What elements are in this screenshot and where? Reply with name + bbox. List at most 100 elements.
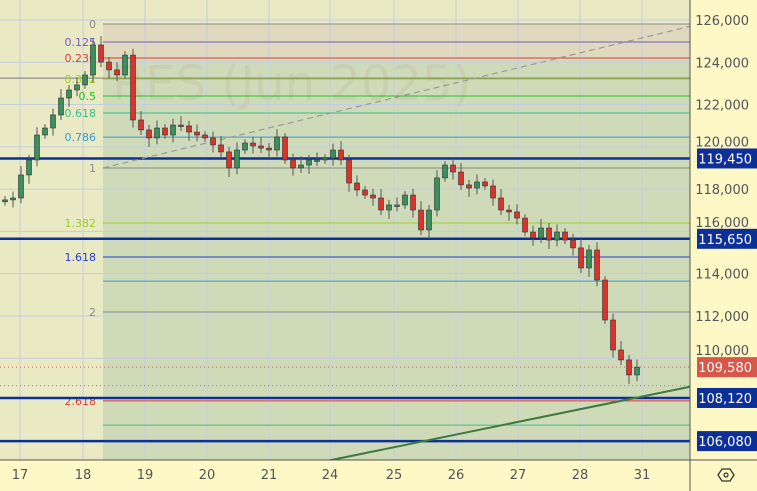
candle-down bbox=[578, 247, 584, 269]
level-price-label: 115,650 bbox=[698, 233, 752, 248]
candle-down bbox=[458, 171, 464, 186]
level-price-badge bbox=[697, 431, 757, 452]
candle-up bbox=[634, 366, 640, 376]
candle-up bbox=[474, 181, 480, 189]
candle-down bbox=[218, 144, 224, 153]
candle-up bbox=[122, 54, 128, 76]
fib-level-label: 1 bbox=[89, 162, 96, 175]
candle-down bbox=[106, 61, 112, 71]
candle-up bbox=[322, 157, 328, 161]
candle-down bbox=[178, 124, 184, 127]
candle-down bbox=[546, 227, 552, 241]
fib-zone bbox=[103, 57, 690, 460]
candle-down bbox=[258, 145, 264, 149]
fib-level-label: 0.618 bbox=[65, 107, 97, 120]
y-tick-label: 116,000 bbox=[695, 216, 749, 231]
candle-down bbox=[130, 54, 136, 121]
candle-down bbox=[570, 239, 576, 249]
fib-level-label: 2 bbox=[89, 306, 96, 319]
gear-icon-center bbox=[723, 472, 729, 478]
level-price-badge bbox=[697, 387, 757, 408]
candle-down bbox=[594, 249, 600, 281]
y-tick-label: 114,000 bbox=[695, 268, 749, 283]
last-price-badge bbox=[697, 357, 757, 378]
candle-up bbox=[442, 164, 448, 179]
candle-up bbox=[90, 44, 96, 76]
candle-down bbox=[186, 125, 192, 133]
candle-up bbox=[26, 159, 32, 176]
y-tick-label: 112,000 bbox=[695, 310, 749, 325]
candle-up bbox=[234, 149, 240, 169]
y-tick-label: 120,000 bbox=[695, 135, 749, 150]
candle-up bbox=[10, 197, 16, 201]
candle-up bbox=[298, 164, 304, 169]
fib-zone-top bbox=[103, 24, 690, 58]
gear-icon[interactable] bbox=[717, 468, 735, 482]
candle-down bbox=[514, 211, 520, 219]
x-tick-label: 21 bbox=[261, 468, 278, 483]
fib-level-label: 0 bbox=[89, 18, 96, 31]
y-tick-label: 126,000 bbox=[695, 14, 749, 29]
candle-up bbox=[426, 209, 432, 231]
candle-down bbox=[498, 197, 504, 211]
candle-down bbox=[450, 164, 456, 173]
fib-level-label: 0.5 bbox=[79, 90, 97, 103]
candle-down bbox=[618, 349, 624, 361]
candle-down bbox=[250, 142, 256, 147]
watermark: RES (Jun 2025) bbox=[112, 56, 471, 112]
x-tick-label: 19 bbox=[137, 468, 154, 483]
candle-down bbox=[98, 44, 104, 63]
candle-up bbox=[386, 204, 392, 211]
candle-up bbox=[42, 127, 48, 136]
candle-up bbox=[586, 249, 592, 269]
candle-up bbox=[58, 97, 64, 116]
time-axis bbox=[0, 460, 690, 491]
candle-up bbox=[394, 204, 400, 207]
x-tick-label: 18 bbox=[75, 468, 92, 483]
candle-down bbox=[562, 231, 568, 241]
x-tick-label: 28 bbox=[572, 468, 589, 483]
candle-up bbox=[18, 174, 24, 199]
fib-level-label: 0.236 bbox=[65, 52, 97, 65]
candle-down bbox=[354, 182, 360, 191]
candle-up bbox=[402, 194, 408, 206]
y-tick-label: 124,000 bbox=[695, 56, 749, 71]
x-tick-label: 26 bbox=[448, 468, 465, 483]
candle-down bbox=[506, 209, 512, 213]
candle-down bbox=[194, 131, 200, 136]
x-tick-label: 25 bbox=[386, 468, 403, 483]
candle-up bbox=[154, 127, 160, 139]
fib-level-label: 0.382 bbox=[65, 73, 97, 86]
candle-up bbox=[74, 84, 80, 91]
candle-down bbox=[338, 149, 344, 161]
candle-down bbox=[410, 194, 416, 211]
fib-level-label: 1.382 bbox=[65, 217, 97, 230]
trendline bbox=[102, 25, 691, 169]
level-price-badge bbox=[697, 228, 757, 249]
candle-down bbox=[482, 181, 488, 187]
candles bbox=[2, 36, 640, 384]
y-tick-label: 110,000 bbox=[695, 344, 749, 359]
x-tick-label: 17 bbox=[12, 468, 29, 483]
candle-down bbox=[282, 136, 288, 161]
candle-up bbox=[66, 89, 72, 99]
candle-up bbox=[538, 227, 544, 239]
fib-level-label: 0.786 bbox=[65, 131, 97, 144]
candle-down bbox=[346, 159, 352, 184]
candle-down bbox=[490, 185, 496, 199]
x-tick-label: 20 bbox=[199, 468, 216, 483]
candle-up bbox=[554, 231, 560, 241]
candle-down bbox=[114, 69, 120, 76]
y-tick-label: 122,000 bbox=[695, 99, 749, 114]
candle-up bbox=[330, 149, 336, 159]
candle-down bbox=[226, 151, 232, 169]
candle-up bbox=[274, 136, 280, 151]
y-tick-label: 118,000 bbox=[695, 183, 749, 198]
candle-up bbox=[434, 177, 440, 211]
candle-down bbox=[370, 194, 376, 199]
x-tick-label: 31 bbox=[634, 468, 651, 483]
candle-up bbox=[50, 114, 56, 129]
candle-down bbox=[610, 319, 616, 351]
